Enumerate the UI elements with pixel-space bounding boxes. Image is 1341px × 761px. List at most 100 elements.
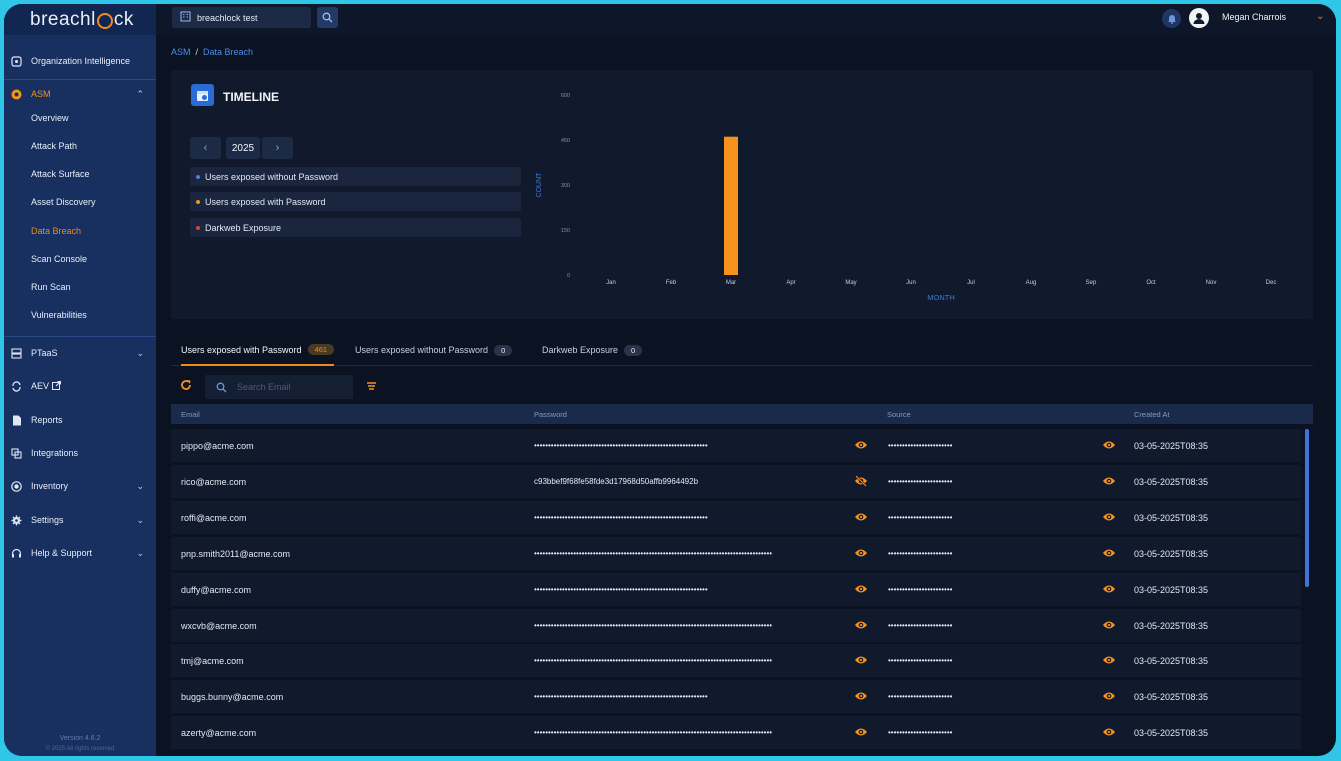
table-header: Email Password Source Created At bbox=[171, 404, 1313, 424]
column-header-source[interactable]: Source bbox=[887, 410, 911, 419]
eye-icon[interactable] bbox=[1102, 654, 1116, 666]
year-value: 2025 bbox=[226, 137, 260, 159]
cell-source: ••••••••••••••••••••••• bbox=[888, 548, 953, 558]
sidebar-subitem-run-scan[interactable]: Run Scan bbox=[31, 282, 71, 292]
calendar-icon bbox=[191, 84, 214, 106]
x-tick-label: Sep bbox=[1086, 280, 1097, 286]
eye-icon[interactable] bbox=[854, 439, 868, 451]
inventory-icon bbox=[11, 480, 22, 492]
user-name[interactable]: Megan Charrois bbox=[1222, 12, 1287, 22]
year-prev-button[interactable]: ‹ bbox=[190, 137, 221, 159]
legend-label: Darkweb Exposure bbox=[205, 222, 282, 233]
cell-password: ••••••••••••••••••••••••••••••••••••••••… bbox=[534, 692, 708, 702]
sidebar-item-aev[interactable]: AEV bbox=[4, 370, 156, 402]
eye-icon[interactable] bbox=[1102, 583, 1116, 595]
eye-icon[interactable] bbox=[854, 583, 868, 595]
table-scrollbar[interactable] bbox=[1305, 429, 1309, 587]
eye-icon[interactable] bbox=[854, 654, 868, 666]
cell-source: ••••••••••••••••••••••• bbox=[888, 512, 953, 522]
x-tick-label: Dec bbox=[1266, 280, 1277, 286]
cell-email: roffi@acme.com bbox=[181, 512, 247, 523]
sidebar-subitem-vulnerabilities[interactable]: Vulnerabilities bbox=[31, 310, 87, 320]
table-row[interactable]: pnp.smith2011@acme.com ••••••••••••••••••… bbox=[171, 536, 1301, 570]
sidebar-item-ptaas[interactable]: PTaaS ⌄ bbox=[4, 337, 156, 369]
eye-icon[interactable] bbox=[854, 619, 868, 631]
tab-users-without-password[interactable]: Users exposed without Password 0 bbox=[355, 335, 513, 365]
column-header-email[interactable]: Email bbox=[181, 410, 200, 419]
eye-icon[interactable] bbox=[854, 547, 868, 559]
cell-created-at: 03-05-2025T08:35 bbox=[1134, 584, 1209, 595]
reports-icon bbox=[11, 415, 22, 426]
avatar[interactable] bbox=[1189, 8, 1209, 28]
chevron-down-icon: ⌄ bbox=[136, 480, 144, 491]
cell-email: pippo@acme.com bbox=[181, 441, 254, 451]
table-row[interactable]: buggs.bunny@acme.com ••••••••••••••••••••… bbox=[171, 680, 1301, 714]
organization-selector[interactable]: breachlock test bbox=[172, 7, 311, 28]
eye-icon[interactable] bbox=[1102, 511, 1116, 523]
sidebar-item-asm[interactable]: ASM ⌃ bbox=[4, 78, 156, 110]
x-tick-label: Oct bbox=[1146, 280, 1156, 286]
eye-icon[interactable] bbox=[1102, 690, 1116, 702]
eye-icon[interactable] bbox=[1102, 475, 1116, 487]
sidebar-subitem-data-breach[interactable]: Data Breach bbox=[31, 226, 82, 236]
chevron-right-icon: › bbox=[275, 142, 280, 154]
sidebar-item-label: ASM bbox=[31, 89, 51, 99]
eye-icon[interactable] bbox=[854, 726, 868, 738]
refresh-button[interactable] bbox=[180, 379, 192, 394]
y-tick-label: 300 bbox=[561, 183, 570, 189]
legend-item-darkweb[interactable]: Darkweb Exposure bbox=[190, 218, 521, 237]
tab-darkweb-exposure[interactable]: Darkweb Exposure 0 bbox=[542, 335, 643, 365]
sidebar-item-settings[interactable]: Settings ⌄ bbox=[4, 504, 156, 536]
sidebar-item-organization-intelligence[interactable]: Organization Intelligence bbox=[4, 45, 156, 77]
email-search bbox=[205, 375, 353, 399]
y-tick-label: 0 bbox=[567, 273, 570, 279]
table-row[interactable]: roffi@acme.com ••••••••••••••••••••••••••… bbox=[171, 500, 1301, 534]
sidebar-subitem-attack-path[interactable]: Attack Path bbox=[31, 141, 78, 151]
x-tick-label: Jan bbox=[606, 280, 616, 286]
logo[interactable]: breachl ck bbox=[4, 4, 156, 35]
tab-label: Users exposed with Password bbox=[181, 344, 302, 355]
legend-item-without-password[interactable]: Users exposed without Password bbox=[190, 167, 521, 186]
legend-item-with-password[interactable]: Users exposed with Password bbox=[190, 192, 521, 211]
table-row[interactable]: duffy@acme.com ••••••••••••••••••••••••••… bbox=[171, 572, 1301, 606]
eye-icon[interactable] bbox=[1102, 439, 1116, 451]
column-header-created-at[interactable]: Created At bbox=[1134, 410, 1170, 419]
logo-text-start: breachl bbox=[30, 8, 96, 30]
notifications-button[interactable] bbox=[1162, 9, 1181, 28]
eye-icon[interactable] bbox=[854, 690, 868, 702]
breadcrumb-root[interactable]: ASM bbox=[171, 47, 191, 57]
sidebar-item-label: Organization Intelligence bbox=[31, 56, 131, 66]
eye-slash-icon[interactable] bbox=[854, 475, 868, 487]
user-menu-chevron-icon[interactable]: ⌄ bbox=[1316, 11, 1325, 22]
x-tick-label: Jul bbox=[967, 280, 975, 286]
sidebar-item-label: Help & Support bbox=[31, 548, 93, 558]
sidebar-item-label: AEV bbox=[31, 381, 61, 391]
table-row[interactable]: wxcvb@acme.com ••••••••••••••••••••••••••… bbox=[171, 608, 1301, 642]
eye-icon[interactable] bbox=[1102, 619, 1116, 631]
version-text: Version 4.6.2 bbox=[59, 735, 101, 742]
sidebar-item-reports[interactable]: Reports bbox=[4, 404, 156, 436]
search-email-input[interactable] bbox=[235, 381, 349, 393]
cell-source: ••••••••••••••••••••••• bbox=[888, 728, 953, 738]
filter-lines-icon[interactable] bbox=[366, 381, 377, 391]
table-row[interactable]: azerty@acme.com •••••••••••••••••••••••••… bbox=[171, 716, 1301, 750]
search-button[interactable] bbox=[317, 7, 338, 28]
column-header-password[interactable]: Password bbox=[534, 410, 567, 419]
sidebar-subitem-scan-console[interactable]: Scan Console bbox=[31, 254, 88, 264]
sidebar-subitem-asset-discovery[interactable]: Asset Discovery bbox=[31, 197, 96, 207]
tab-users-with-password[interactable]: Users exposed with Password 461 bbox=[181, 335, 335, 366]
sidebar-item-integrations[interactable]: Integrations bbox=[4, 437, 156, 469]
cell-email: pnp.smith2011@acme.com bbox=[181, 548, 291, 559]
sidebar-subitem-overview[interactable]: Overview bbox=[31, 113, 69, 123]
eye-icon[interactable] bbox=[854, 511, 868, 523]
table-row[interactable]: tmj@acme.com ••••••••••••••••••••••••••••… bbox=[171, 644, 1301, 678]
sidebar-item-help-support[interactable]: Help & Support ⌄ bbox=[4, 537, 156, 569]
eye-icon[interactable] bbox=[1102, 726, 1116, 738]
x-axis-label: MONTH bbox=[927, 293, 955, 302]
eye-icon[interactable] bbox=[1102, 547, 1116, 559]
table-row[interactable]: pippo@acme.com ••••••••••••••••••••••••••… bbox=[171, 429, 1301, 462]
year-next-button[interactable]: › bbox=[262, 137, 293, 159]
sidebar-subitem-attack-surface[interactable]: Attack Surface bbox=[31, 169, 90, 179]
sidebar-item-inventory[interactable]: Inventory ⌄ bbox=[4, 470, 156, 502]
table-row[interactable]: rico@acme.com c93bbef9f68fe58fde3d17968d5… bbox=[171, 464, 1301, 498]
